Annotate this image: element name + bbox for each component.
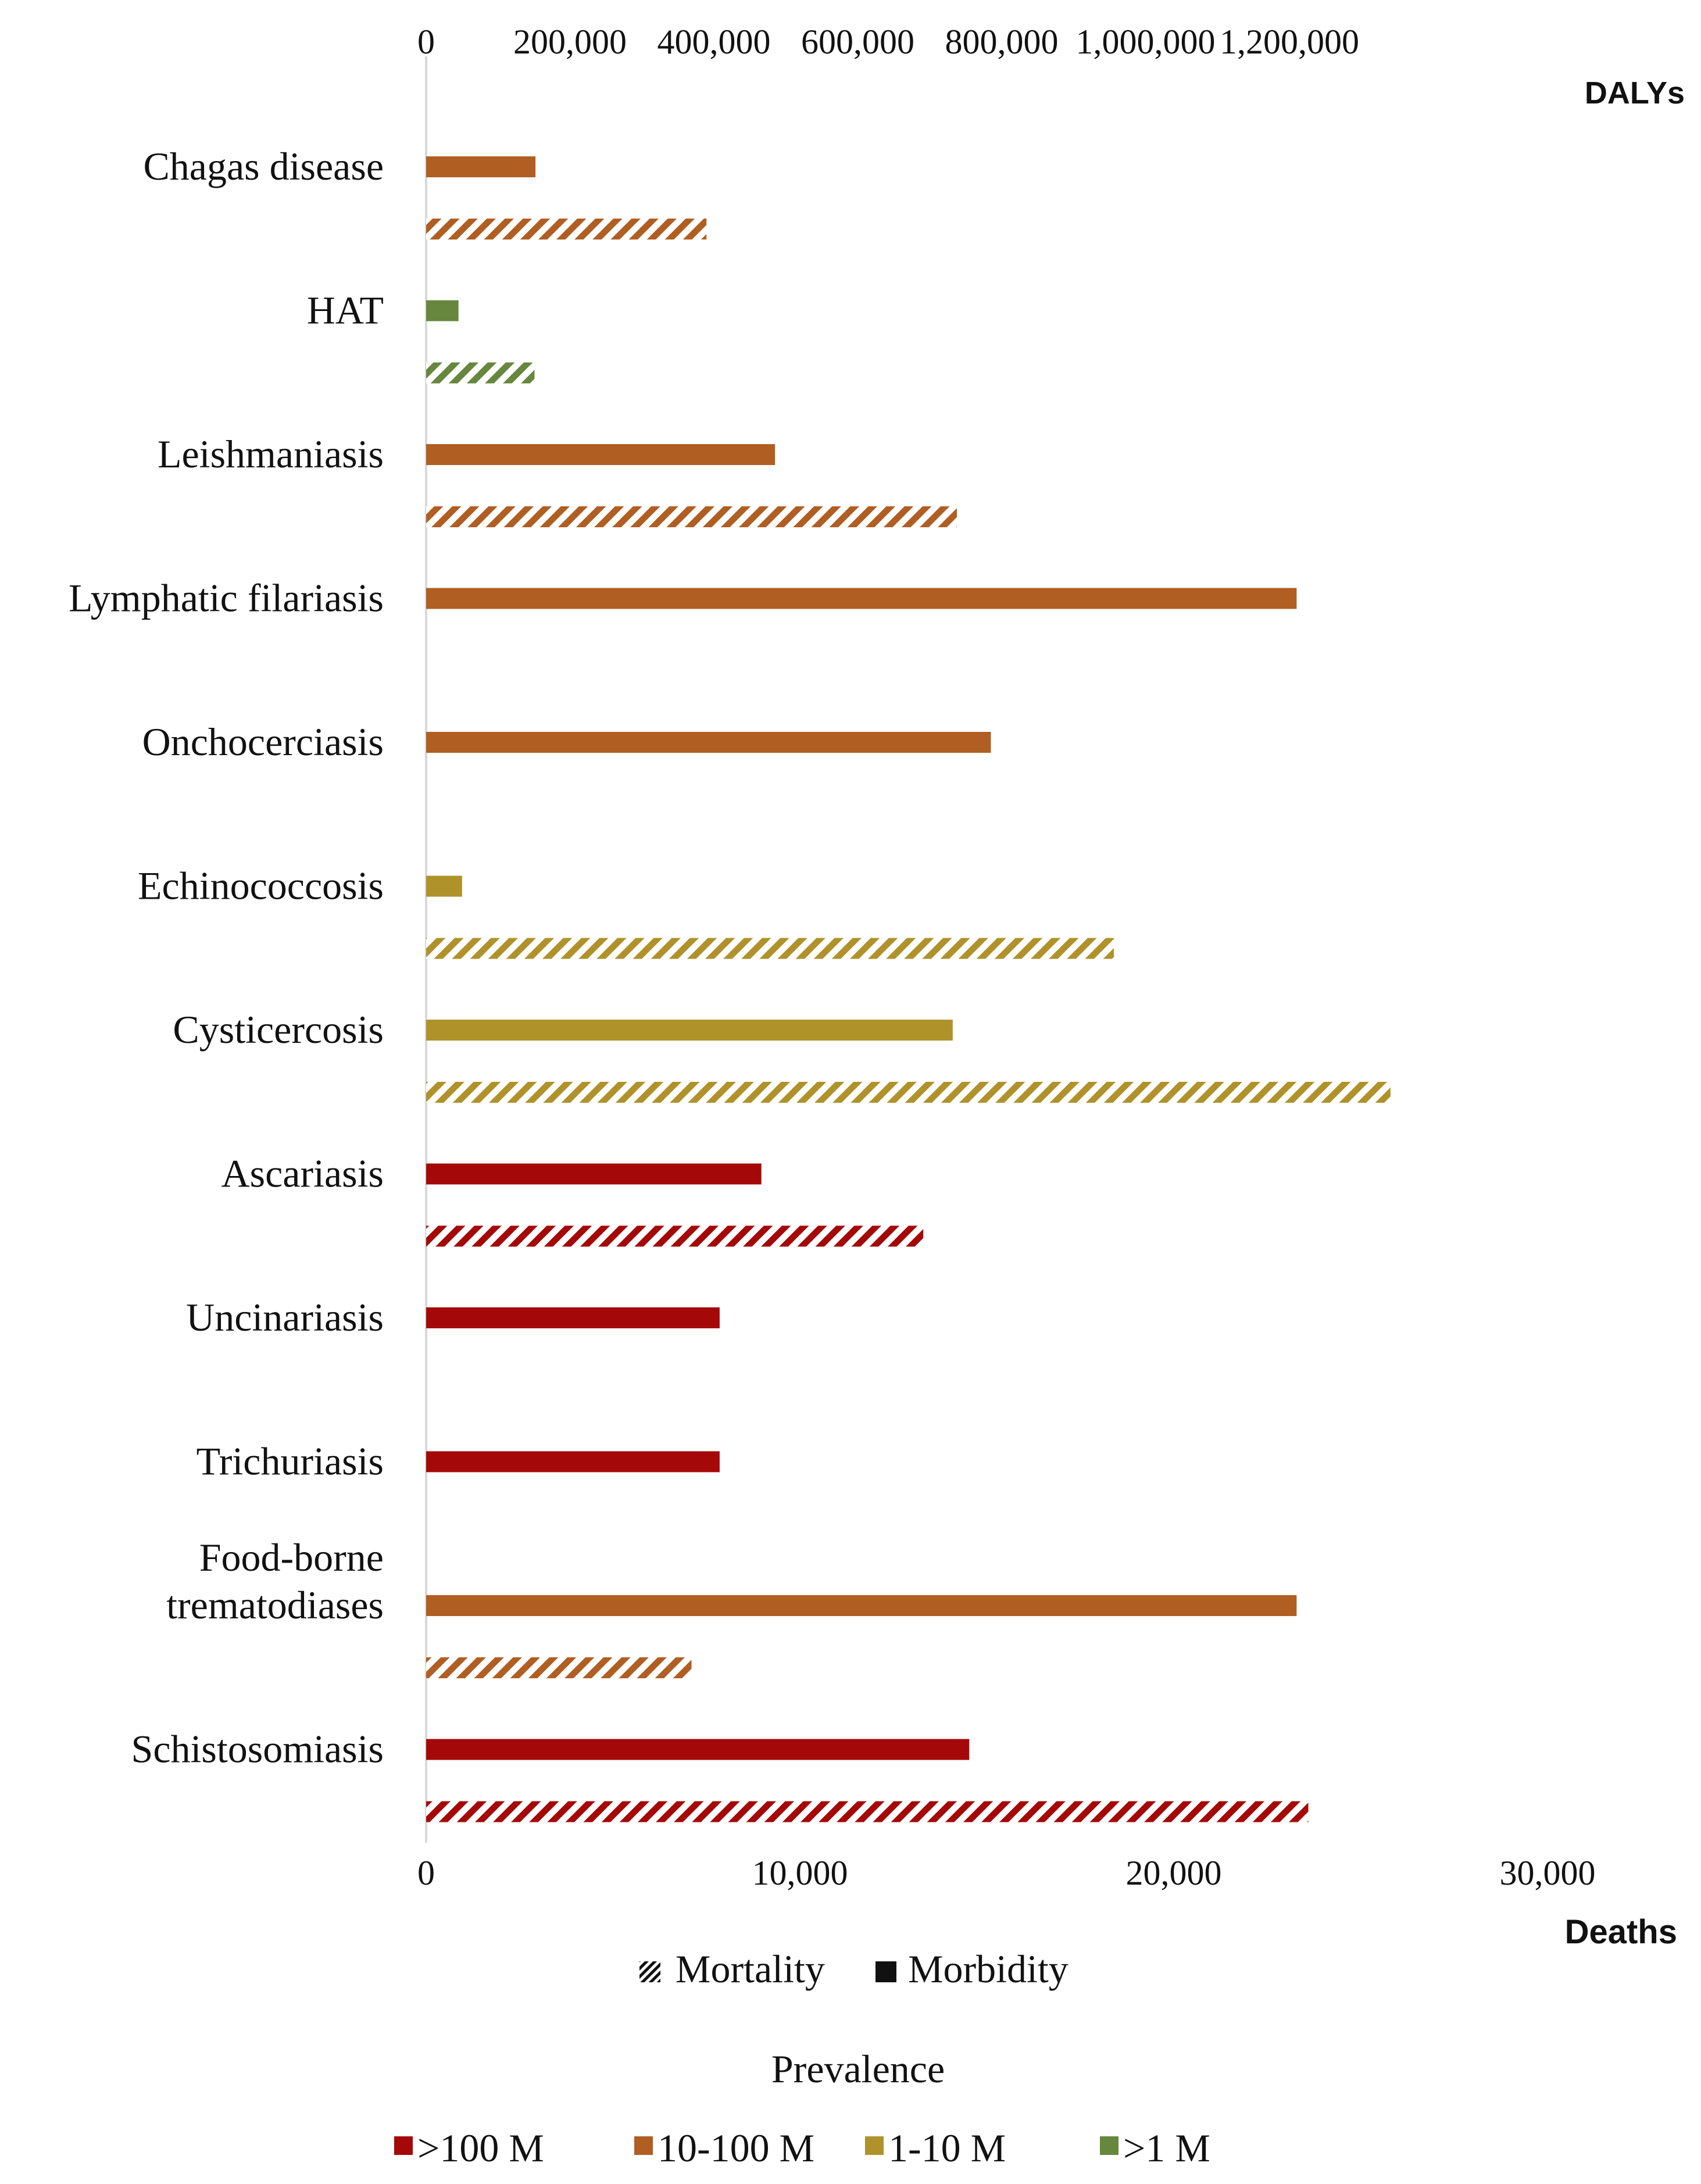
- mortality-bar-cysticercosis: [426, 1082, 1391, 1103]
- category-label-lymphatic-filariasis: Lymphatic filariasis: [69, 576, 384, 620]
- mortality-bar-leishmaniasis: [426, 506, 957, 527]
- legend-label-prevalence-3: 1-10 M: [888, 2126, 1006, 2170]
- mortality-bar-chagas-disease: [426, 219, 707, 240]
- category-label-uncinariasis: Uncinariasis: [186, 1295, 384, 1339]
- legend-swatch-mortality: [639, 1961, 660, 1982]
- top-axis-tick-label: 600,000: [801, 23, 914, 61]
- bars-group: [426, 156, 1391, 1822]
- morbidity-bar-schistosomiasis: [426, 1739, 970, 1760]
- legend-swatch-prevalence-4: [1100, 2136, 1118, 2155]
- morbidity-bar-leishmaniasis: [426, 444, 776, 465]
- legend-swatch-prevalence-2: [634, 2136, 653, 2155]
- bottom-axis-tick-label: 30,000: [1500, 1854, 1596, 1892]
- morbidity-bar-uncinariasis: [426, 1307, 720, 1328]
- mortality-bar-schistosomiasis: [426, 1801, 1309, 1822]
- top-axis-tick-label: 1,200,000: [1220, 23, 1359, 61]
- mortality-bar-ascariasis: [426, 1225, 924, 1247]
- category-label-ascariasis: Ascariasis: [221, 1152, 384, 1196]
- morbidity-bar-ascariasis: [426, 1163, 762, 1185]
- top-axis-title: DALYs: [1585, 76, 1685, 110]
- bottom-axis-tick-label: 10,000: [752, 1854, 848, 1892]
- top-axis-tick-label: 800,000: [945, 23, 1059, 61]
- morbidity-bar-food-borne-trematodiases: [426, 1595, 1297, 1616]
- legend-swatch-prevalence-3: [865, 2136, 884, 2155]
- legend-swatch-prevalence-1: [394, 2136, 413, 2155]
- category-label-echinococcosis: Echinococcosis: [138, 864, 384, 908]
- legend-label-prevalence-2: 10-100 M: [657, 2126, 814, 2170]
- category-labels-group: Chagas disease HAT Leishmaniasis Lymphatic …: [69, 144, 384, 1771]
- legend-group: Mortality Morbidity Prevalence >100 M 10-100…: [394, 1947, 1210, 2170]
- category-label-food-borne-trematodiases: Food-borne: [199, 1535, 384, 1579]
- category-label-food-borne-trematodiases: trematodiases: [166, 1583, 384, 1627]
- legend-label-prevalence-1: >100 M: [417, 2126, 544, 2170]
- category-label-leishmaniasis: Leishmaniasis: [158, 432, 384, 476]
- category-label-onchocerciasis: Onchocerciasis: [142, 720, 384, 764]
- mortality-bar-food-borne-trematodiases: [426, 1657, 692, 1678]
- legend-label-prevalence-4: >1 M: [1123, 2126, 1210, 2170]
- mortality-bar-hat: [426, 362, 535, 384]
- axes-group: 0 200,000 400,000 600,000 800,000 1,000,000 1,…: [417, 23, 1685, 1951]
- legend-prevalence-title: Prevalence: [771, 2047, 945, 2091]
- legend-label-mortality: Mortality: [676, 1947, 825, 1991]
- category-label-schistosomiasis: Schistosomiasis: [131, 1727, 384, 1771]
- category-label-trichuriasis: Trichuriasis: [196, 1439, 384, 1484]
- top-axis-tick-label: 400,000: [657, 23, 771, 61]
- bottom-axis-tick-label: 0: [417, 1854, 435, 1892]
- morbidity-bar-onchocerciasis: [426, 732, 991, 753]
- morbidity-bar-lymphatic-filariasis: [426, 588, 1297, 609]
- top-axis-tick-label: 1,000,000: [1076, 23, 1216, 61]
- morbidity-bar-chagas-disease: [426, 156, 536, 177]
- category-label-hat: HAT: [307, 288, 384, 333]
- top-axis-tick-label: 0: [417, 23, 435, 61]
- legend-label-morbidity: Morbidity: [908, 1947, 1069, 1991]
- morbidity-bar-echinococcosis: [426, 875, 462, 897]
- mortality-bar-echinococcosis: [426, 938, 1114, 959]
- category-label-cysticercosis: Cysticercosis: [173, 1007, 384, 1052]
- morbidity-bar-trichuriasis: [426, 1451, 720, 1472]
- category-label-chagas-disease: Chagas disease: [143, 144, 384, 188]
- bottom-axis-tick-label: 20,000: [1126, 1854, 1222, 1892]
- top-axis-tick-label: 200,000: [513, 23, 627, 61]
- morbidity-bar-hat: [426, 300, 459, 321]
- bottom-axis-title: Deaths: [1565, 1913, 1677, 1951]
- morbidity-bar-cysticercosis: [426, 1020, 953, 1041]
- legend-swatch-morbidity: [875, 1961, 896, 1982]
